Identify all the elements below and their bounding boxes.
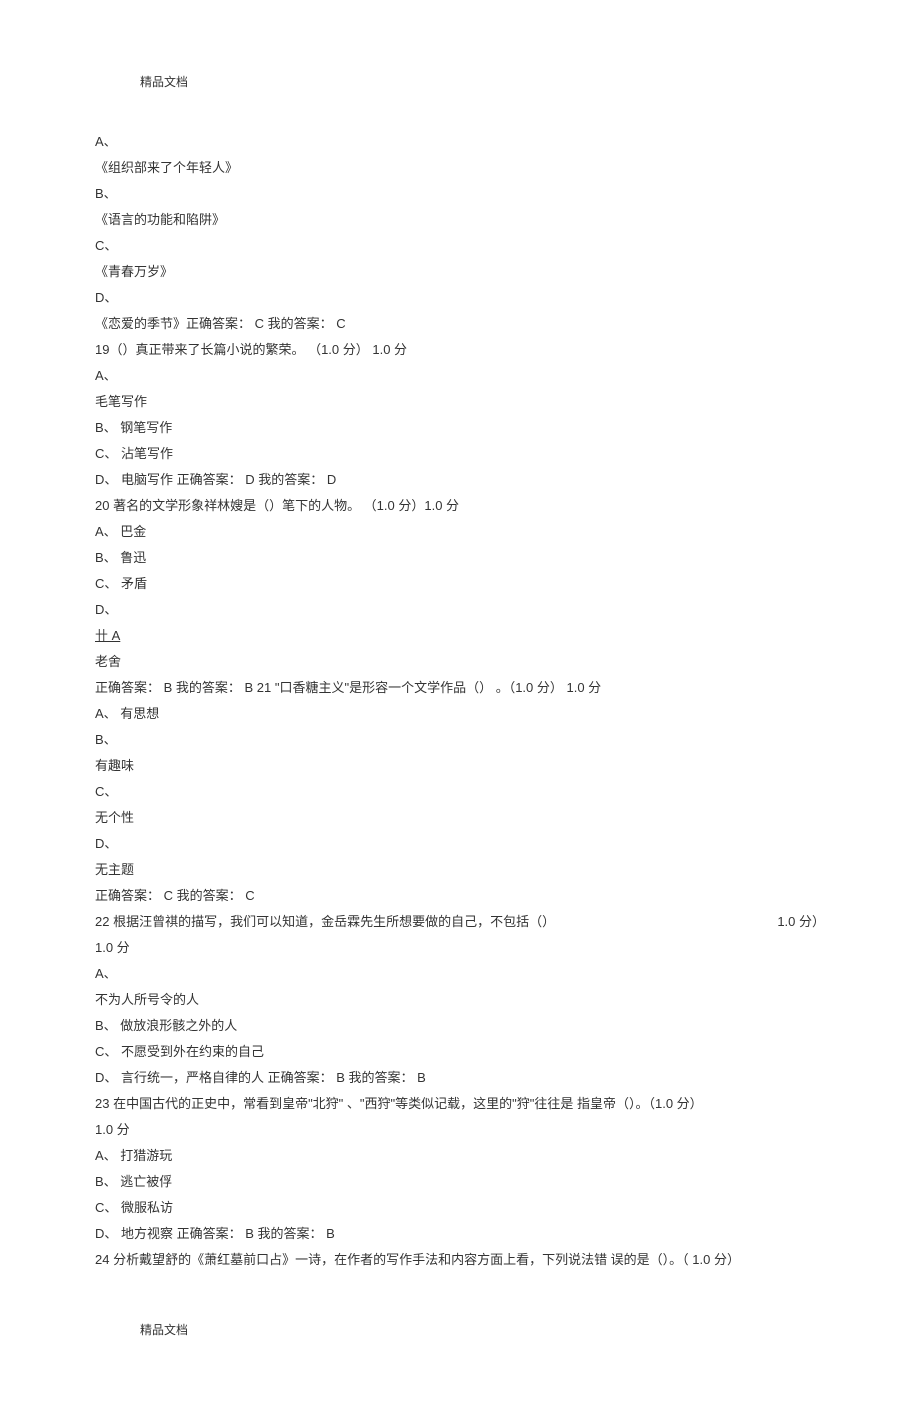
text-line: A、 [95, 129, 825, 155]
page-header: 精品文档 [95, 70, 825, 94]
text-line: 1.0 分 [95, 1117, 825, 1143]
text-line: B、 逃亡被俘 [95, 1169, 825, 1195]
text-line: A、 [95, 961, 825, 987]
text-line: 有趣味 [95, 753, 825, 779]
text-line: B、 钢笔写作 [95, 415, 825, 441]
document-body: A、 《组织部来了个年轻人》 B、 《语言的功能和陷阱》 C、 《青春万岁》 D… [95, 129, 825, 1273]
text-line: 正确答案： C 我的答案： C [95, 883, 825, 909]
text-line: 不为人所号令的人 [95, 987, 825, 1013]
text-line: D、 [95, 285, 825, 311]
page-footer: 精品文档 [95, 1318, 825, 1342]
text-line: A、 巴金 [95, 519, 825, 545]
question-22-text: 22 根据汪曾祺的描写，我们可以知道，金岳霖先生所想要做的自己，不包括（） [95, 909, 555, 935]
text-line: 《恋爱的季节》正确答案： C 我的答案： C [95, 311, 825, 337]
text-line: C、 不愿受到外在约束的自己 [95, 1039, 825, 1065]
text-line: B、 做放浪形骸之外的人 [95, 1013, 825, 1039]
question-19: 19（）真正带来了长篇小说的繁荣。 （1.0 分） 1.0 分 [95, 337, 825, 363]
text-line: C、 [95, 233, 825, 259]
question-22: 22 根据汪曾祺的描写，我们可以知道，金岳霖先生所想要做的自己，不包括（） 1.… [95, 909, 825, 935]
text-line: C、 微服私访 [95, 1195, 825, 1221]
text-line: C、 沾笔写作 [95, 441, 825, 467]
question-21: 正确答案： B 我的答案： B 21 "口香糖主义"是形容一个文学作品（） 。（… [95, 675, 825, 701]
text-line-underlined: 卄 A [95, 623, 825, 649]
text-line: 老舍 [95, 649, 825, 675]
text-line: 《组织部来了个年轻人》 [95, 155, 825, 181]
text-line: 无个性 [95, 805, 825, 831]
text-line: B、 [95, 181, 825, 207]
text-line: 毛笔写作 [95, 389, 825, 415]
text-line: A、 有思想 [95, 701, 825, 727]
question-22-score: 1.0 分） [777, 909, 825, 935]
text-line: B、 鲁迅 [95, 545, 825, 571]
text-line: B、 [95, 727, 825, 753]
text-line: A、 [95, 363, 825, 389]
text-line: D、 电脑写作 正确答案： D 我的答案： D [95, 467, 825, 493]
question-24: 24 分析戴望舒的《萧红墓前口占》一诗，在作者的写作手法和内容方面上看，下列说法… [95, 1247, 825, 1273]
text-line: D、 言行统一，严格自律的人 正确答案： B 我的答案： B [95, 1065, 825, 1091]
text-line: 《语言的功能和陷阱》 [95, 207, 825, 233]
text-line: 1.0 分 [95, 935, 825, 961]
text-line: 无主题 [95, 857, 825, 883]
question-20: 20 著名的文学形象祥林嫂是（）笔下的人物。 （1.0 分）1.0 分 [95, 493, 825, 519]
text-line: 《青春万岁》 [95, 259, 825, 285]
text-line: C、 [95, 779, 825, 805]
text-line: D、 [95, 831, 825, 857]
question-23: 23 在中国古代的正史中，常看到皇帝"北狩" 、"西狩"等类似记载，这里的"狩"… [95, 1091, 825, 1117]
text-line: C、 矛盾 [95, 571, 825, 597]
text-line: D、 [95, 597, 825, 623]
text-line: A、 打猎游玩 [95, 1143, 825, 1169]
text-line: D、 地方视察 正确答案： B 我的答案： B [95, 1221, 825, 1247]
